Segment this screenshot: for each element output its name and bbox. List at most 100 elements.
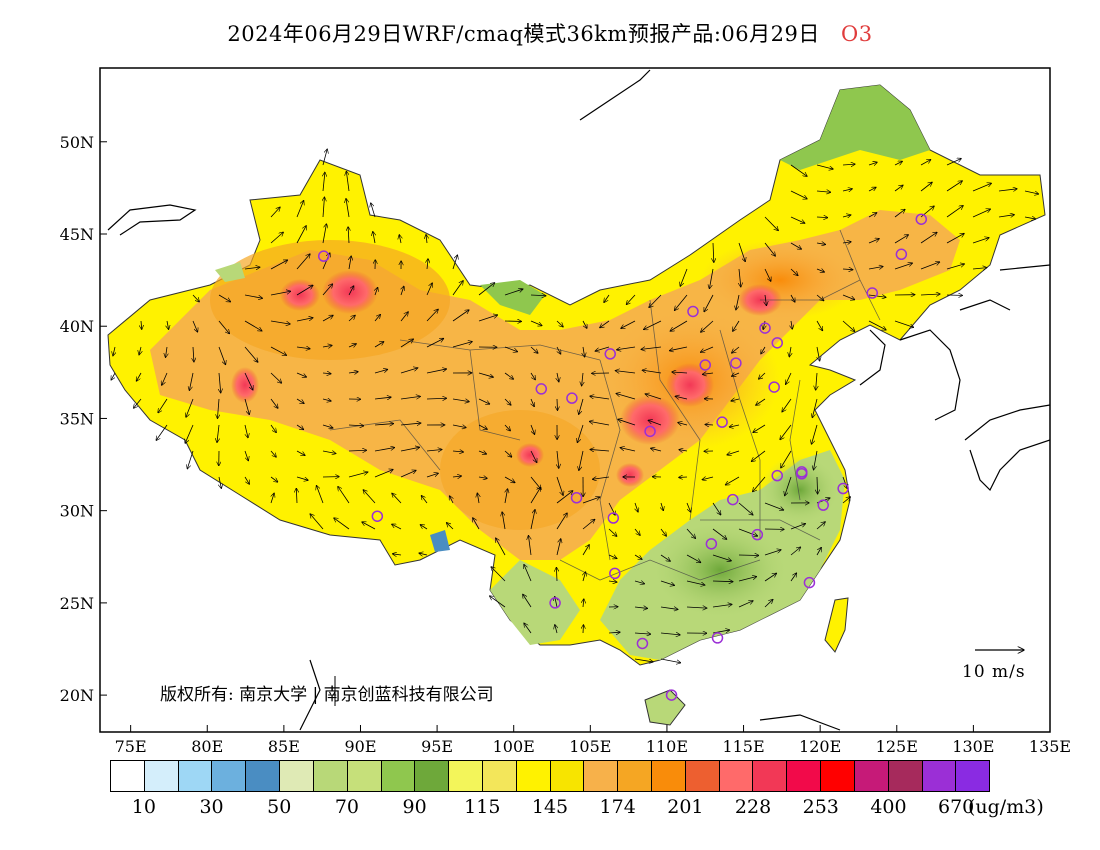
wind-vector [371, 203, 376, 218]
wind-vector [583, 599, 584, 608]
wind-vector [400, 339, 413, 348]
wind-vector [426, 398, 447, 399]
colorbar-swatch [482, 761, 517, 791]
wind-vector [348, 425, 364, 426]
wind-vector [296, 347, 310, 349]
wind-vector [577, 424, 584, 443]
wind-vector [620, 448, 636, 452]
wind-vector [761, 346, 766, 354]
colorbar-swatch [212, 761, 247, 791]
colorbar-swatch [381, 761, 416, 791]
wind-vector [842, 497, 850, 504]
wind-vector [322, 399, 331, 401]
wind-vector [322, 315, 333, 322]
wind-vector [244, 398, 249, 415]
wind-vector [244, 450, 248, 461]
wind-vector [816, 547, 821, 556]
wind-vector [725, 476, 740, 485]
wind-vector [790, 242, 801, 249]
wind-vector [712, 604, 732, 608]
lon-tick-label: 115E [722, 737, 764, 756]
wind-vector [449, 496, 453, 504]
station-marker [837, 482, 849, 495]
wind-vector [621, 320, 636, 328]
wind-vector [842, 242, 851, 243]
wind-vector [296, 424, 304, 430]
station-marker [371, 510, 384, 522]
wind-vector [816, 164, 833, 169]
lon-tick-label: 90E [344, 737, 376, 756]
wind-vector [270, 232, 283, 244]
station-marker [895, 248, 908, 261]
lon-tick-label: 75E [115, 737, 147, 756]
colorbar-label: 115 [464, 796, 501, 818]
wind-vector [894, 320, 914, 327]
wind-vector [426, 449, 442, 451]
wind-vector [296, 254, 310, 270]
wind-vector [634, 554, 642, 559]
wind-vector [732, 373, 740, 376]
lon-tick-label: 105E [569, 737, 611, 756]
wind-vector [296, 476, 308, 480]
wind-vector [348, 372, 358, 373]
wind-vector [270, 260, 288, 270]
wind-vector [701, 320, 714, 332]
wind-vector [672, 372, 688, 373]
wind-vector [764, 573, 777, 582]
wind-vector [399, 235, 401, 244]
wind-vector [473, 518, 480, 530]
wind-vector [634, 607, 648, 608]
wind-vector [452, 425, 466, 428]
wind-vector [270, 207, 280, 218]
lon-tick-label: 125E [876, 737, 918, 756]
colorbar-swatch [787, 761, 822, 791]
wind-vector [583, 346, 585, 357]
station-marker [817, 499, 829, 511]
wind-vector [756, 398, 766, 405]
wind-vector [322, 451, 336, 454]
wind-vector [162, 372, 168, 385]
wind-vector [111, 372, 116, 380]
wind-vector [322, 425, 333, 428]
lon-tick-label: 110E [646, 737, 688, 756]
wind-vector [530, 295, 546, 296]
station-marker [771, 337, 784, 349]
wind-vector [374, 469, 393, 478]
wind-vector [427, 259, 428, 270]
wind-vector [348, 227, 349, 244]
wind-vector [589, 421, 610, 426]
wind-vector [790, 164, 807, 176]
wind-vector [244, 267, 260, 269]
wind-vector [972, 183, 991, 192]
wind-vector [348, 315, 355, 322]
station-marker [570, 492, 583, 504]
wind-vector [920, 294, 940, 295]
wind-vector [712, 502, 721, 515]
colorbar-label: 30 [199, 796, 224, 818]
wind-vector [868, 320, 886, 330]
wind-vector [374, 397, 391, 399]
wind-vector [764, 599, 773, 608]
wind-vector [868, 267, 883, 269]
wind-vector [764, 268, 771, 281]
wind-vector [530, 346, 538, 353]
wind-vector [375, 287, 378, 296]
wind-vector [504, 476, 515, 483]
wind-vector [731, 399, 740, 401]
lon-tick-label: 120E [799, 737, 841, 756]
wind-vector [816, 294, 824, 301]
colorbar-label: 400 [870, 796, 907, 818]
wind-vector [608, 528, 617, 536]
wind-vector [400, 396, 420, 400]
wind-vector [322, 149, 327, 166]
wind-vector [270, 291, 291, 296]
wind-vector [524, 564, 532, 582]
station-marker [730, 357, 742, 369]
wind-vector [608, 581, 617, 582]
wind-vector [811, 424, 818, 444]
colorbar-label: 174 [599, 796, 636, 818]
colorbar-label: 70 [334, 796, 360, 818]
wind-vector [894, 263, 912, 270]
wind-vector [478, 372, 493, 377]
